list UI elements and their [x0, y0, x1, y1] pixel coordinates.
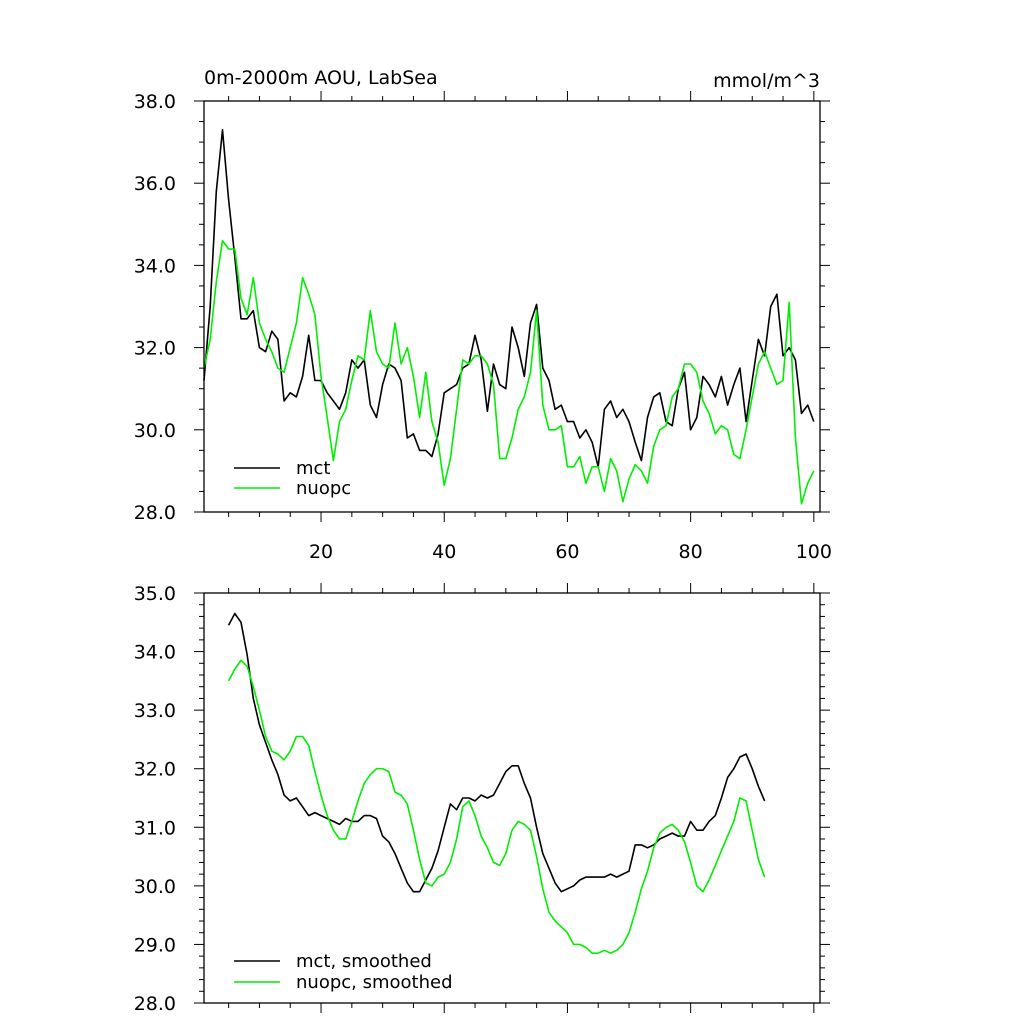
- x-tick-label: 40: [432, 541, 456, 563]
- bottom-panel: 28.0 29.0 30.0 31.0 32.0 33.0 34.0 35.0 mct, sm…: [134, 583, 830, 1015]
- top-plot-frame: [203, 100, 821, 513]
- y-tick-label: 32.0: [134, 759, 176, 781]
- legend-label: nuopc: [296, 478, 351, 499]
- series-line-mct: [203, 129, 815, 468]
- y-tick-label: 28.0: [134, 502, 176, 524]
- series-line-nuopc: [203, 239, 815, 505]
- y-tick-label: 28.0: [134, 993, 176, 1015]
- x-tick-label: 20: [309, 541, 333, 563]
- y-tick-label: 33.0: [134, 700, 176, 722]
- series-line-nuopc-smoothed: [227, 659, 766, 955]
- y-tick-label: 35.0: [134, 583, 176, 605]
- y-tick-label: 34.0: [134, 642, 176, 664]
- y-tick-label: 38.0: [134, 91, 176, 113]
- x-tick-label: 60: [555, 541, 579, 563]
- chart-title: 0m-2000m AOU, LabSea: [204, 67, 438, 89]
- y-tick-label: 34.0: [134, 255, 176, 277]
- units-label: mmol/m^3: [713, 70, 820, 92]
- y-tick-label: 36.0: [134, 173, 176, 195]
- legend-label: nuopc, smoothed: [296, 972, 453, 993]
- y-tick-label: 29.0: [134, 934, 176, 956]
- x-tick-label: 80: [679, 541, 703, 563]
- bottom-plot-frame: [203, 592, 821, 1004]
- series-line-mct-smoothed: [227, 612, 766, 893]
- legend-label: mct: [296, 458, 331, 479]
- y-tick-label: 30.0: [134, 876, 176, 898]
- x-tick-label: 100: [796, 541, 832, 563]
- y-tick-label: 31.0: [134, 817, 176, 839]
- y-tick-label: 30.0: [134, 420, 176, 442]
- top-panel: 0m-2000m AOU, LabSea mmol/m^3 20 40 60 80 10…: [134, 67, 832, 563]
- y-tick-label: 32.0: [134, 338, 176, 360]
- legend-label: mct, smoothed: [296, 951, 432, 972]
